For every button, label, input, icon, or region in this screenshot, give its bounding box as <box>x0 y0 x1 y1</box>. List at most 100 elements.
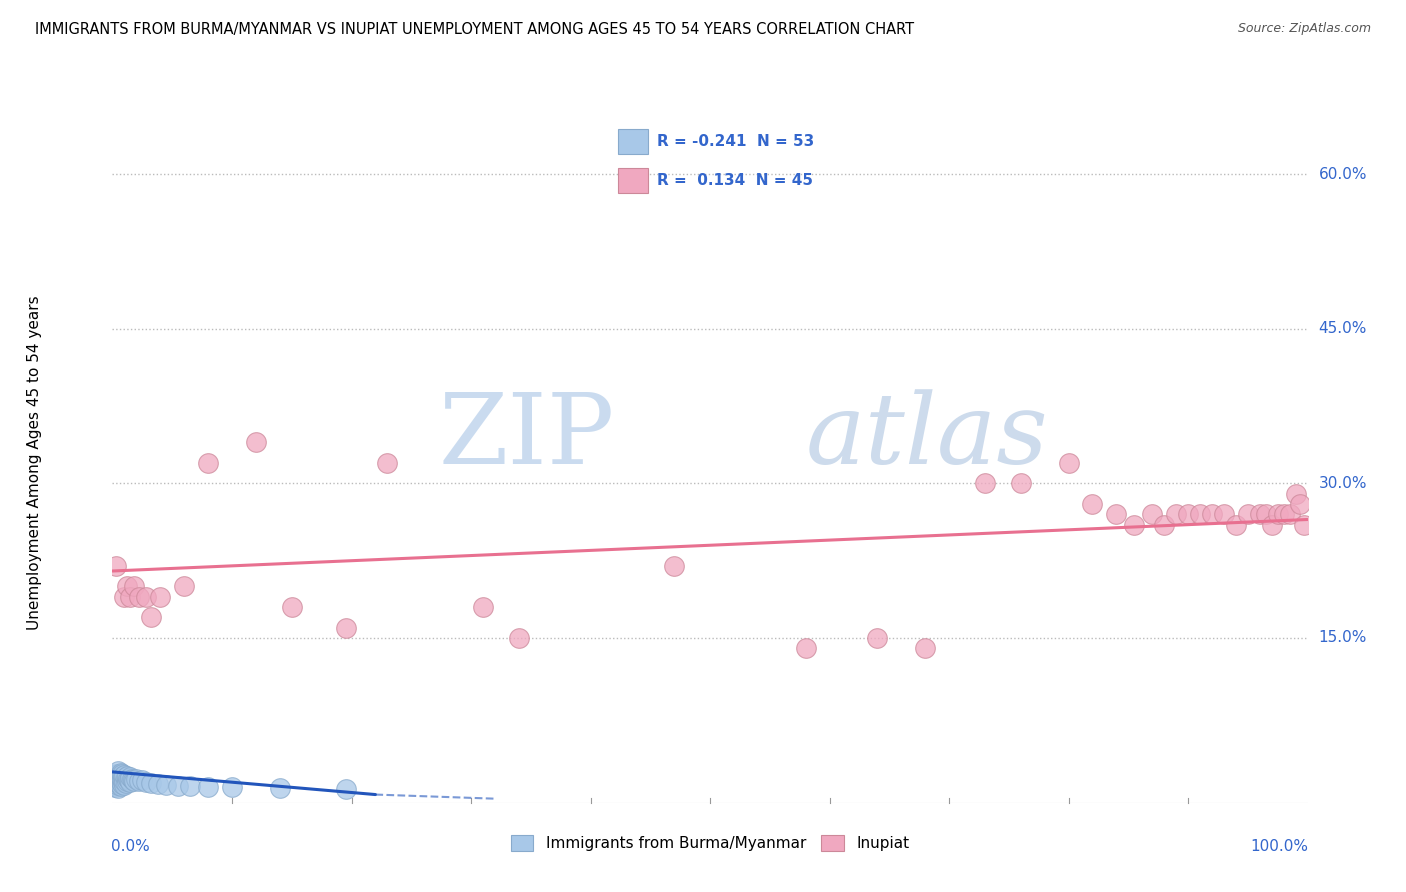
Point <box>1123 517 1146 532</box>
Point <box>1105 508 1128 522</box>
Point <box>111 777 134 791</box>
Point <box>107 778 129 792</box>
Point <box>245 435 267 450</box>
Point <box>121 772 143 786</box>
Point <box>105 775 128 789</box>
Legend: Immigrants from Burma/Myanmar, Inupiat: Immigrants from Burma/Myanmar, Inupiat <box>505 830 915 857</box>
Point <box>125 772 148 786</box>
Text: 100.0%: 100.0% <box>1251 838 1309 854</box>
Point <box>115 579 138 593</box>
Text: Source: ZipAtlas.com: Source: ZipAtlas.com <box>1237 22 1371 36</box>
Point <box>105 770 128 784</box>
Point <box>107 773 129 788</box>
Text: ZIP: ZIP <box>439 389 614 485</box>
Point <box>1267 508 1289 522</box>
Point <box>664 558 686 573</box>
Point <box>377 456 399 470</box>
Point <box>1153 517 1175 532</box>
Point <box>135 775 157 789</box>
Point <box>1292 517 1315 532</box>
Point <box>1201 508 1223 522</box>
Point <box>155 778 177 792</box>
Point <box>105 767 128 781</box>
Point <box>114 774 135 789</box>
Point <box>914 641 936 656</box>
Point <box>221 780 243 795</box>
Point <box>1249 508 1271 522</box>
Point <box>1261 517 1284 532</box>
Point <box>118 773 141 788</box>
Point <box>1057 456 1080 470</box>
Point <box>1289 497 1312 511</box>
Point <box>197 780 219 795</box>
Point <box>111 767 134 781</box>
Point <box>139 776 162 790</box>
Point <box>128 774 150 789</box>
Point <box>110 775 132 789</box>
Point <box>1142 508 1164 522</box>
Point <box>115 769 138 783</box>
Point <box>146 777 169 791</box>
Point <box>120 775 142 789</box>
Point <box>110 780 132 794</box>
Point <box>866 631 889 645</box>
Text: 60.0%: 60.0% <box>1319 167 1367 182</box>
Text: 45.0%: 45.0% <box>1319 321 1367 336</box>
Point <box>120 770 142 784</box>
Point <box>508 631 530 645</box>
Point <box>110 771 132 785</box>
Text: Unemployment Among Ages 45 to 54 years: Unemployment Among Ages 45 to 54 years <box>27 295 42 630</box>
Point <box>1285 487 1308 501</box>
Point <box>105 780 128 794</box>
Text: atlas: atlas <box>806 390 1049 484</box>
Point <box>1081 497 1104 511</box>
Point <box>111 772 134 786</box>
Point <box>269 781 291 796</box>
Text: 15.0%: 15.0% <box>1319 631 1367 646</box>
Text: IMMIGRANTS FROM BURMA/MYANMAR VS INUPIAT UNEMPLOYMENT AMONG AGES 45 TO 54 YEARS : IMMIGRANTS FROM BURMA/MYANMAR VS INUPIAT… <box>35 22 914 37</box>
Point <box>1254 508 1277 522</box>
Point <box>281 600 304 615</box>
Text: 30.0%: 30.0% <box>1319 476 1367 491</box>
Point <box>110 766 132 780</box>
Text: 0.0%: 0.0% <box>111 838 150 854</box>
Point <box>105 777 128 791</box>
Point <box>179 780 201 794</box>
Point <box>149 590 172 604</box>
Point <box>114 778 135 792</box>
Point <box>122 774 145 789</box>
Point <box>122 579 145 593</box>
Point <box>1166 508 1188 522</box>
Point <box>112 769 135 783</box>
Point <box>107 770 129 784</box>
Point <box>472 600 495 615</box>
Point <box>108 777 131 791</box>
Point <box>135 590 157 604</box>
Point <box>114 590 135 604</box>
Point <box>105 773 128 788</box>
Point <box>1189 508 1212 522</box>
Point <box>1177 508 1199 522</box>
Point <box>335 621 357 635</box>
Point <box>117 772 139 786</box>
Point <box>114 768 135 782</box>
Point <box>1225 517 1247 532</box>
Point <box>335 782 357 797</box>
Point <box>1237 508 1260 522</box>
Point <box>114 776 136 790</box>
Point <box>108 768 131 782</box>
Point <box>1213 508 1236 522</box>
Point <box>794 641 817 656</box>
Point <box>1010 476 1032 491</box>
Point <box>121 773 143 788</box>
Point <box>128 590 150 604</box>
Point <box>104 780 127 795</box>
Point <box>107 776 129 790</box>
Point <box>974 476 997 491</box>
Point <box>107 767 129 781</box>
Point <box>1278 508 1301 522</box>
Point <box>114 770 136 784</box>
Point <box>167 780 190 794</box>
Point <box>107 781 129 796</box>
Point <box>107 764 129 778</box>
